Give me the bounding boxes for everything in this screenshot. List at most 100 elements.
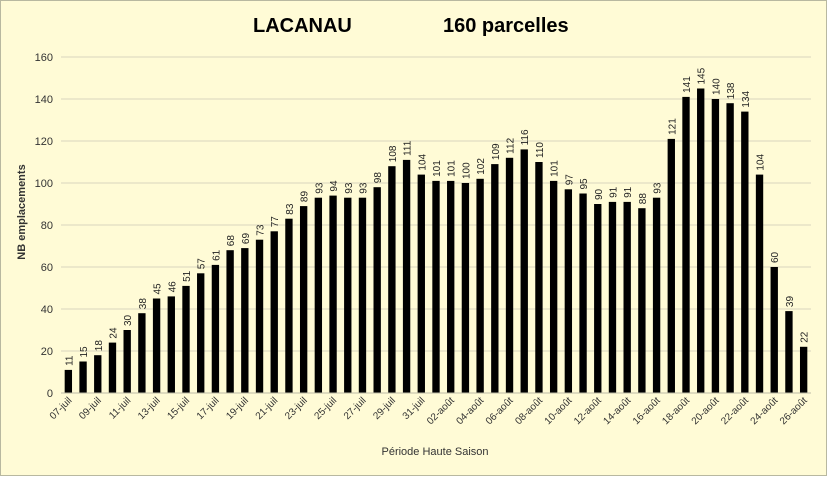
data-label: 109	[491, 143, 502, 160]
x-tick-label: 23-juil	[283, 395, 310, 422]
bar	[402, 159, 411, 393]
data-label: 18	[94, 340, 105, 352]
x-tick-label: 19-juil	[224, 395, 251, 422]
x-axis-ticks: 07-juil 09-juil 11-juil 13-juil 15-juil 17-ju…	[48, 395, 810, 427]
bar	[255, 239, 264, 393]
bar	[682, 96, 690, 394]
bar	[152, 298, 161, 393]
bar	[638, 208, 646, 393]
x-tick-label: 26-août	[778, 395, 810, 427]
data-label: 97	[564, 174, 575, 186]
data-label: 88	[638, 193, 649, 205]
data-label: 45	[153, 283, 164, 295]
bar	[432, 180, 440, 393]
x-tick-label: 29-juil	[371, 395, 398, 422]
bar	[799, 346, 808, 393]
bar	[785, 311, 793, 393]
y-tick-label: 0	[47, 388, 53, 400]
bar	[108, 342, 117, 393]
data-label: 102	[476, 158, 487, 175]
y-tick-label: 80	[41, 220, 53, 232]
y-tick-label: 160	[35, 52, 53, 64]
data-label: 145	[697, 67, 708, 84]
bar	[549, 180, 558, 393]
data-label: 24	[108, 327, 119, 339]
bar	[123, 330, 131, 393]
x-tick-label: 31-juil	[401, 395, 428, 422]
bar	[461, 183, 470, 393]
bar	[388, 166, 396, 393]
x-tick-label: 24-août	[749, 395, 781, 427]
data-label: 91	[623, 186, 634, 198]
data-label: 89	[300, 191, 311, 203]
data-label: 111	[403, 140, 414, 156]
data-label: 104	[417, 153, 428, 170]
data-label: 138	[726, 82, 737, 99]
bar	[491, 164, 499, 393]
bar	[520, 149, 528, 393]
bar	[579, 193, 587, 393]
x-tick-label: 18-août	[660, 395, 692, 427]
data-label: 77	[270, 216, 281, 228]
bar	[182, 285, 190, 393]
chart-title: LACANAU	[253, 15, 352, 37]
bar	[667, 138, 675, 393]
x-tick-label: 13-juil	[136, 395, 163, 422]
bar	[741, 111, 749, 393]
x-tick-label: 08-août	[513, 395, 545, 427]
bar	[138, 313, 146, 393]
bar	[564, 189, 573, 393]
bar	[344, 197, 352, 393]
data-label: 110	[535, 142, 546, 158]
y-tick-label: 60	[41, 262, 53, 274]
data-label: 15	[79, 346, 90, 358]
bar	[299, 206, 308, 393]
data-label: 100	[461, 162, 472, 179]
bar	[167, 296, 175, 393]
bar	[594, 204, 602, 393]
data-label: 141	[682, 76, 693, 93]
data-label: 11	[64, 355, 75, 366]
data-label: 90	[594, 188, 605, 200]
y-tick-label: 40	[41, 304, 53, 316]
y-axis-title: NB emplacements	[16, 164, 28, 259]
bar	[623, 201, 631, 393]
x-tick-label: 11-juil	[107, 395, 133, 421]
bar	[417, 174, 425, 393]
x-tick-label: 25-juil	[313, 395, 340, 422]
data-label: 61	[211, 249, 222, 261]
bar	[241, 248, 249, 393]
data-label: 101	[550, 160, 561, 177]
data-label: 112	[506, 137, 517, 153]
y-tick-label: 140	[35, 94, 53, 106]
data-label: 101	[447, 160, 458, 177]
bar	[358, 197, 367, 393]
x-tick-label: 20-août	[690, 395, 722, 427]
data-label: 68	[226, 235, 237, 247]
y-tick-label: 120	[35, 136, 53, 148]
bar	[64, 369, 73, 393]
x-tick-label: 27-juil	[342, 395, 369, 422]
bar	[197, 273, 205, 393]
data-label: 108	[388, 145, 399, 162]
data-label: 46	[167, 281, 178, 293]
bar	[770, 267, 778, 393]
data-label: 104	[756, 153, 767, 170]
x-tick-label: 09-juil	[77, 395, 104, 422]
bar	[535, 162, 543, 393]
data-label: 91	[608, 186, 619, 198]
x-axis-title: Période Haute Saison	[381, 446, 488, 458]
x-tick-label: 15-juil	[165, 395, 192, 422]
data-label: 30	[123, 314, 134, 326]
bar	[697, 88, 705, 393]
y-tick-label: 100	[35, 178, 53, 190]
bar	[79, 361, 87, 393]
bar	[726, 103, 734, 393]
x-tick-label: 17-juil	[195, 395, 222, 422]
data-label: 116	[520, 129, 531, 145]
data-label: 98	[373, 172, 384, 184]
y-tick-label: 20	[41, 346, 53, 358]
bar	[608, 201, 617, 393]
